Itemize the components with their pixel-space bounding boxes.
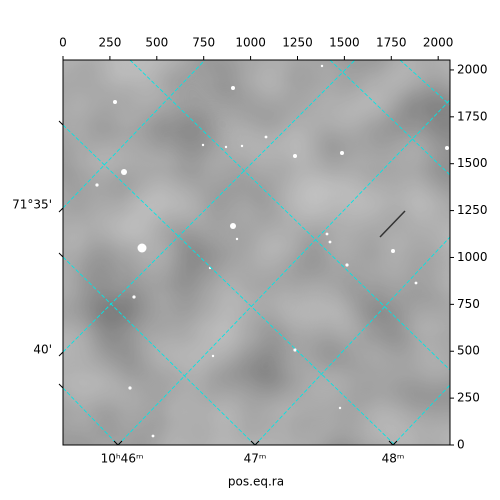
- wcs-ticks: [58, 120, 398, 446]
- y-tick-label: 750: [457, 297, 480, 311]
- coordinate-grid: [63, 60, 450, 445]
- x-tick-label: 750: [192, 36, 215, 50]
- sky-image: [63, 60, 450, 445]
- x-tick-label: 2000: [423, 36, 454, 50]
- ra-label: 48ᵐ: [382, 452, 405, 466]
- frame: [62, 59, 451, 446]
- y-tick-label: 1500: [457, 156, 488, 170]
- x-tick-label: 250: [98, 36, 121, 50]
- streak: [379, 210, 406, 238]
- x-tick-label: 0: [59, 36, 67, 50]
- x-tick-label: 1750: [376, 36, 407, 50]
- stars: [95, 64, 449, 438]
- y-tick-label: 1250: [457, 203, 488, 217]
- x-tick-label: 1500: [329, 36, 360, 50]
- y-tick-label: 250: [457, 391, 480, 405]
- ra-label: 47ᵐ: [244, 452, 267, 466]
- ra-label: 10ʰ46ᵐ: [101, 452, 144, 466]
- x-tick-label: 1250: [282, 36, 313, 50]
- dec-label: 40': [33, 343, 52, 357]
- x-tick-label: 500: [145, 36, 168, 50]
- x-axis-label: pos.eq.ra: [228, 475, 284, 489]
- y-tick-label: 1750: [457, 109, 488, 123]
- y-tick-label: 500: [457, 344, 480, 358]
- y-tick-label: 0: [457, 438, 465, 452]
- x-tick-label: 1000: [235, 36, 266, 50]
- y-tick-label: 2000: [457, 62, 488, 76]
- y-tick-label: 1000: [457, 250, 488, 264]
- dec-label: 71°35': [12, 198, 52, 212]
